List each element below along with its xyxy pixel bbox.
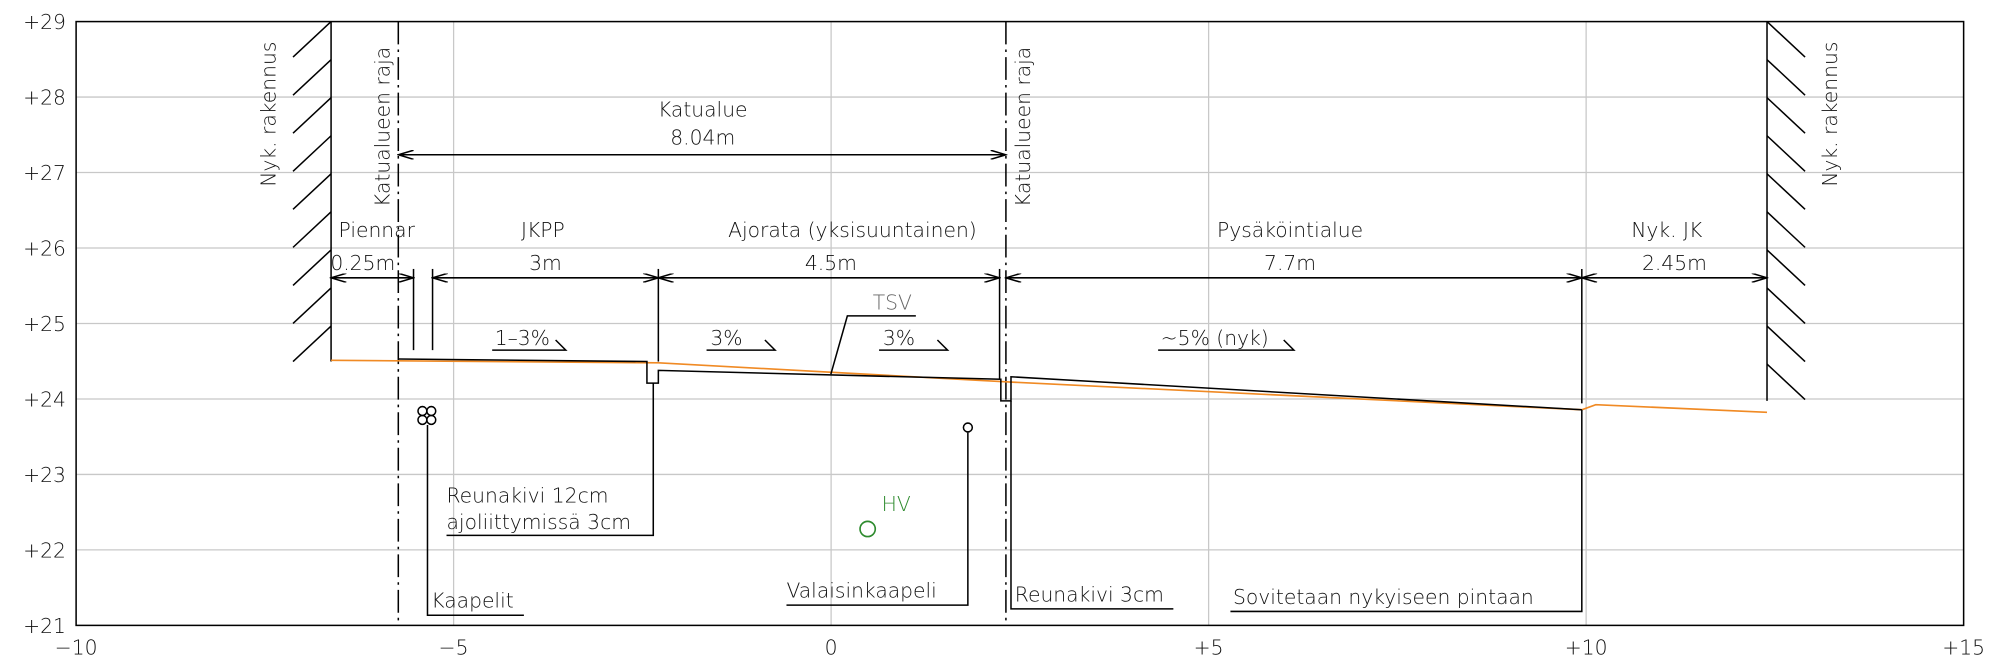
hatch	[1766, 59, 1806, 96]
hatch	[292, 59, 332, 96]
label: Katualueen raja	[370, 47, 394, 207]
label: Reunakivi 12cm	[447, 483, 609, 507]
label: Nyk. rakennus	[1818, 42, 1842, 187]
y-tick-label: +24	[23, 388, 66, 412]
label: HV	[882, 492, 911, 516]
x-tick-label: 0	[825, 636, 838, 660]
label: Sovitetaan nykyiseen pintaan	[1233, 585, 1534, 609]
label: Ajorata (yksisuuntainen)	[728, 218, 977, 242]
hatch	[292, 249, 332, 286]
label: Nyk. rakennus	[256, 42, 280, 187]
hatch	[1766, 97, 1806, 134]
grid	[76, 21, 1964, 626]
hatch	[1766, 325, 1806, 363]
existing-surface	[331, 359, 1768, 414]
buildings	[292, 21, 1806, 401]
hatch	[292, 211, 332, 248]
x-tick-label: +10	[1565, 636, 1608, 660]
label: 3m	[529, 251, 562, 275]
label: ~5% (nyk)	[1161, 326, 1269, 350]
label: 4.5m	[805, 251, 857, 275]
x-tick-label: −10	[55, 636, 98, 660]
y-tick-label: +21	[23, 614, 66, 638]
hatch	[292, 97, 332, 134]
hatch	[1766, 363, 1806, 401]
hatch	[292, 173, 332, 210]
label: Pysäköintialue	[1217, 218, 1363, 242]
label: Katualue	[658, 98, 748, 122]
label: Kaapelit	[431, 589, 513, 613]
leaders	[417, 383, 1583, 617]
label: 7.7m	[1264, 251, 1316, 275]
hatch	[292, 325, 332, 363]
label: Piennar	[339, 218, 416, 242]
y-tick-label: +27	[23, 161, 66, 185]
label: 2.45m	[1642, 251, 1707, 275]
dimensions	[331, 155, 1767, 404]
label: Nyk. JK	[1631, 218, 1703, 242]
x-tick-label: +15	[1942, 636, 1985, 660]
y-tick-label: +28	[23, 86, 66, 110]
slope-marks	[492, 315, 1296, 375]
y-tick-label: +22	[23, 539, 66, 563]
label: 3%	[883, 326, 915, 350]
label: JKPP	[521, 218, 565, 242]
y-tick-label: +23	[23, 463, 66, 487]
hatch	[292, 21, 332, 58]
hatch	[1766, 21, 1806, 58]
label: Valaisinkaapeli	[786, 578, 936, 602]
x-tick-label: +5	[1194, 636, 1224, 660]
y-tick-label: +29	[23, 10, 66, 34]
hatch	[1766, 211, 1806, 248]
label: Reunakivi 3cm	[1015, 582, 1164, 606]
label: TSV	[873, 291, 912, 315]
label: 1–3%	[495, 326, 550, 350]
label: 0.25m	[330, 251, 395, 275]
y-tick-label: +25	[23, 312, 66, 336]
label: Katualueen raja	[1011, 47, 1035, 207]
axis-labels: +29 +28 +27 +26 +25 +24 +23 +22 +21−10 −5 0 +5 +10 +1…	[23, 10, 1985, 659]
hatch	[1766, 249, 1806, 286]
hatch	[1766, 287, 1806, 325]
frame	[75, 20, 1965, 627]
x-tick-label: −5	[439, 636, 469, 660]
hatch	[1766, 173, 1806, 210]
y-tick-label: +26	[23, 237, 66, 261]
label: 3%	[710, 326, 742, 350]
hatch	[1766, 135, 1806, 172]
label: 8.04m	[670, 126, 735, 150]
hatch	[292, 287, 332, 325]
hatch	[292, 135, 332, 172]
planned-surface	[398, 358, 1582, 411]
label: ajoliittymissä 3cm	[447, 510, 632, 534]
